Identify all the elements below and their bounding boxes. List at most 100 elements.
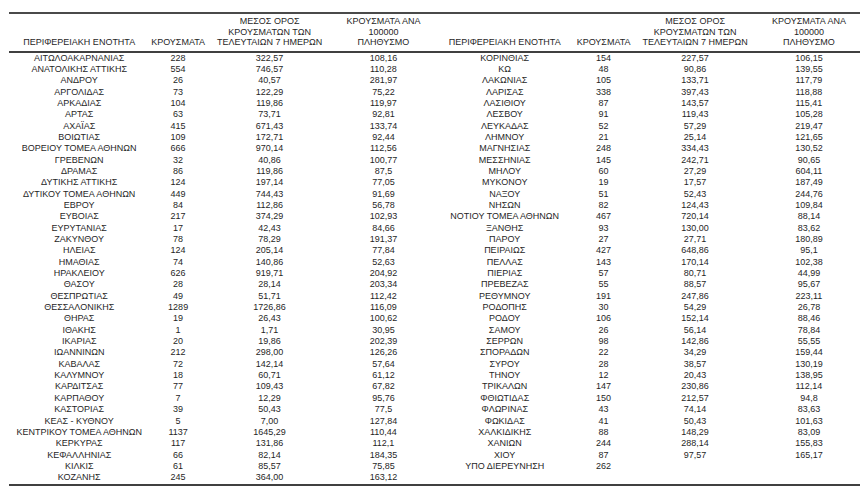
cases-cell: 51 — [575, 189, 632, 200]
table-row: ΕΥΒΟΙΑΣ217374,29102,93 — [9, 211, 435, 222]
table-row: ΗΜΑΘΙΑΣ74140,8652,63 — [9, 257, 435, 268]
avg-7day-cell: 152,14 — [632, 313, 758, 324]
cases-cell: 106 — [575, 313, 632, 324]
cases-cell: 338 — [575, 87, 632, 98]
region-name-cell: ΑΧΑΪΑΣ — [9, 121, 149, 132]
region-name-cell: ΣΠΟΡΑΔΩΝ — [435, 347, 575, 358]
regional-cases-table: ΠΕΡΙΦΕΡΕΙΑΚΗ ΕΝΟΤΗΤΑ ΚΡΟΥΣΜΑΤΑ ΜΕΣΟΣ ΟΡΟ… — [9, 12, 860, 486]
region-name-cell: ΘΕΣΠΡΩΤΙΑΣ — [9, 291, 149, 302]
per-100k-cell: 95,1 — [758, 245, 860, 256]
per-100k-cell: 159,44 — [758, 347, 860, 358]
cases-cell: 88 — [575, 427, 632, 438]
avg-7day-cell: 1645,29 — [207, 427, 333, 438]
avg-7day-cell: 1726,86 — [207, 302, 333, 313]
per-100k-cell: 130,19 — [758, 359, 860, 370]
per-100k-cell: 77,5 — [332, 404, 434, 415]
avg-7day-cell: 298,00 — [207, 347, 333, 358]
table-row: ΑΡΤΑΣ6373,7192,81 — [9, 109, 435, 120]
avg-7day-cell: 242,71 — [632, 155, 758, 166]
table-row: ΑΧΑΪΑΣ415671,43133,74 — [9, 121, 435, 132]
cases-cell: 145 — [575, 155, 632, 166]
table-row: ΛΕΣΒΟΥ91119,43105,28 — [435, 109, 861, 120]
table-row: ΝΟΤΙΟΥ ΤΟΜΕΑ ΑΘΗΝΩΝ467720,1488,14 — [435, 211, 861, 222]
region-name-cell: ΛΑΚΩΝΙΑΣ — [435, 75, 575, 86]
cases-cell: 52 — [575, 121, 632, 132]
per-100k-cell: 138,95 — [758, 370, 860, 381]
table-row: ΧΑΛΚΙΔΙΚΗΣ88148,2983,09 — [435, 427, 861, 438]
per-100k-cell: 91,69 — [332, 189, 434, 200]
region-name-cell: ΠΕΛΛΑΣ — [435, 257, 575, 268]
avg-7day-cell: 109,43 — [207, 381, 333, 392]
per-100k-cell: 281,97 — [332, 75, 434, 86]
per-100k-cell: 77,05 — [332, 177, 434, 188]
per-100k-cell: 105,28 — [758, 109, 860, 120]
cases-cell: 19 — [575, 177, 632, 188]
avg-7day-cell: 42,43 — [207, 223, 333, 234]
avg-7day-cell: 1,71 — [207, 325, 333, 336]
avg-7day-cell: 744,43 — [207, 189, 333, 200]
per-100k-cell: 95,76 — [332, 393, 434, 404]
avg-7day-cell: 80,71 — [632, 268, 758, 279]
region-name-cell: ΝΑΞΟΥ — [435, 189, 575, 200]
region-name-cell: ΕΥΡΥΤΑΝΙΑΣ — [9, 223, 149, 234]
avg-7day-cell: 82,14 — [207, 450, 333, 461]
per-100k-cell: 106,15 — [758, 53, 860, 64]
table-row: ΘΕΣΣΑΛΟΝΙΚΗΣ12891726,86116,09 — [9, 302, 435, 313]
avg-7day-cell: 247,86 — [632, 291, 758, 302]
table-row: ΚΟΖΑΝΗΣ245364,00163,12 — [9, 472, 435, 483]
table-row: ΙΚΑΡΙΑΣ2019,86202,39 — [9, 336, 435, 347]
region-name-cell: ΠΑΡΟΥ — [435, 234, 575, 245]
per-100k-cell: 100,62 — [332, 313, 434, 324]
cases-cell: 22 — [575, 347, 632, 358]
cases-cell: 554 — [149, 64, 206, 75]
table-row: ΚΕΦΑΛΛΗΝΙΑΣ6682,14184,35 — [9, 450, 435, 461]
avg-7day-cell: 7,00 — [207, 416, 333, 427]
region-name-cell: ΦΘΙΩΤΙΔΑΣ — [435, 393, 575, 404]
avg-7day-cell: 143,57 — [632, 98, 758, 109]
per-100k-cell: 55,55 — [758, 336, 860, 347]
avg-7day-cell: 17,57 — [632, 177, 758, 188]
table-row: ΒΟΙΩΤΙΑΣ109172,7192,44 — [9, 132, 435, 143]
table-row: ΛΗΜΝΟΥ2125,14121,65 — [435, 132, 861, 143]
per-100k-cell: 202,39 — [332, 336, 434, 347]
avg-7day-cell: 374,29 — [207, 211, 333, 222]
region-name-cell: ΙΘΑΚΗΣ — [9, 325, 149, 336]
region-name-cell: ΤΡΙΚΑΛΩΝ — [435, 381, 575, 392]
table-row: ΚΕΑΣ - ΚΥΘΝΟΥ57,00127,84 — [9, 416, 435, 427]
table-row: ΧΙΟΥ8797,57165,17 — [435, 450, 861, 461]
table-row: ΚΑΒΑΛΑΣ72142,1457,64 — [9, 359, 435, 370]
region-name-cell: ΥΠΟ ΔΙΕΡΕΥΝΗΣΗ — [435, 461, 575, 472]
avg-7day-cell: 227,57 — [632, 53, 758, 64]
cases-cell: 449 — [149, 189, 206, 200]
cases-cell: 55 — [575, 279, 632, 290]
cases-cell: 104 — [149, 98, 206, 109]
cases-cell: 17 — [149, 223, 206, 234]
cases-cell: 87 — [575, 450, 632, 461]
region-name-cell: ΦΛΩΡΙΝΑΣ — [435, 404, 575, 415]
table-row: ΔΥΤΙΚΗΣ ΑΤΤΙΚΗΣ124197,1477,05 — [9, 177, 435, 188]
avg-7day-cell: 40,57 — [207, 75, 333, 86]
table-row: ΚΕΡΚΥΡΑΣ117131,86112,1 — [9, 438, 435, 449]
avg-7day-cell: 54,29 — [632, 302, 758, 313]
avg-7day-cell: 74,14 — [632, 404, 758, 415]
cases-cell: 626 — [149, 268, 206, 279]
cases-cell: 415 — [149, 121, 206, 132]
table-row: ΚΑΡΔΙΤΣΑΣ77109,4367,82 — [9, 381, 435, 392]
cases-cell: 467 — [575, 211, 632, 222]
per-100k-cell: 56,78 — [332, 200, 434, 211]
region-name-cell: ΘΗΡΑΣ — [9, 313, 149, 324]
avg-7day-cell: 322,57 — [207, 53, 333, 64]
cases-cell: 48 — [575, 64, 632, 75]
per-100k-cell: 112,42 — [332, 291, 434, 302]
avg-7day-cell: 51,71 — [207, 291, 333, 302]
cases-cell: 74 — [149, 257, 206, 268]
per-100k-cell: 110,28 — [332, 64, 434, 75]
cases-cell: 109 — [149, 132, 206, 143]
region-name-cell: ΧΑΛΚΙΔΙΚΗΣ — [435, 427, 575, 438]
cases-cell: 77 — [149, 381, 206, 392]
cases-cell: 57 — [575, 268, 632, 279]
region-name-cell: ΕΥΒΟΙΑΣ — [9, 211, 149, 222]
per-100k-cell: 94,8 — [758, 393, 860, 404]
per-100k-cell: 84,66 — [332, 223, 434, 234]
cases-cell: 32 — [149, 155, 206, 166]
